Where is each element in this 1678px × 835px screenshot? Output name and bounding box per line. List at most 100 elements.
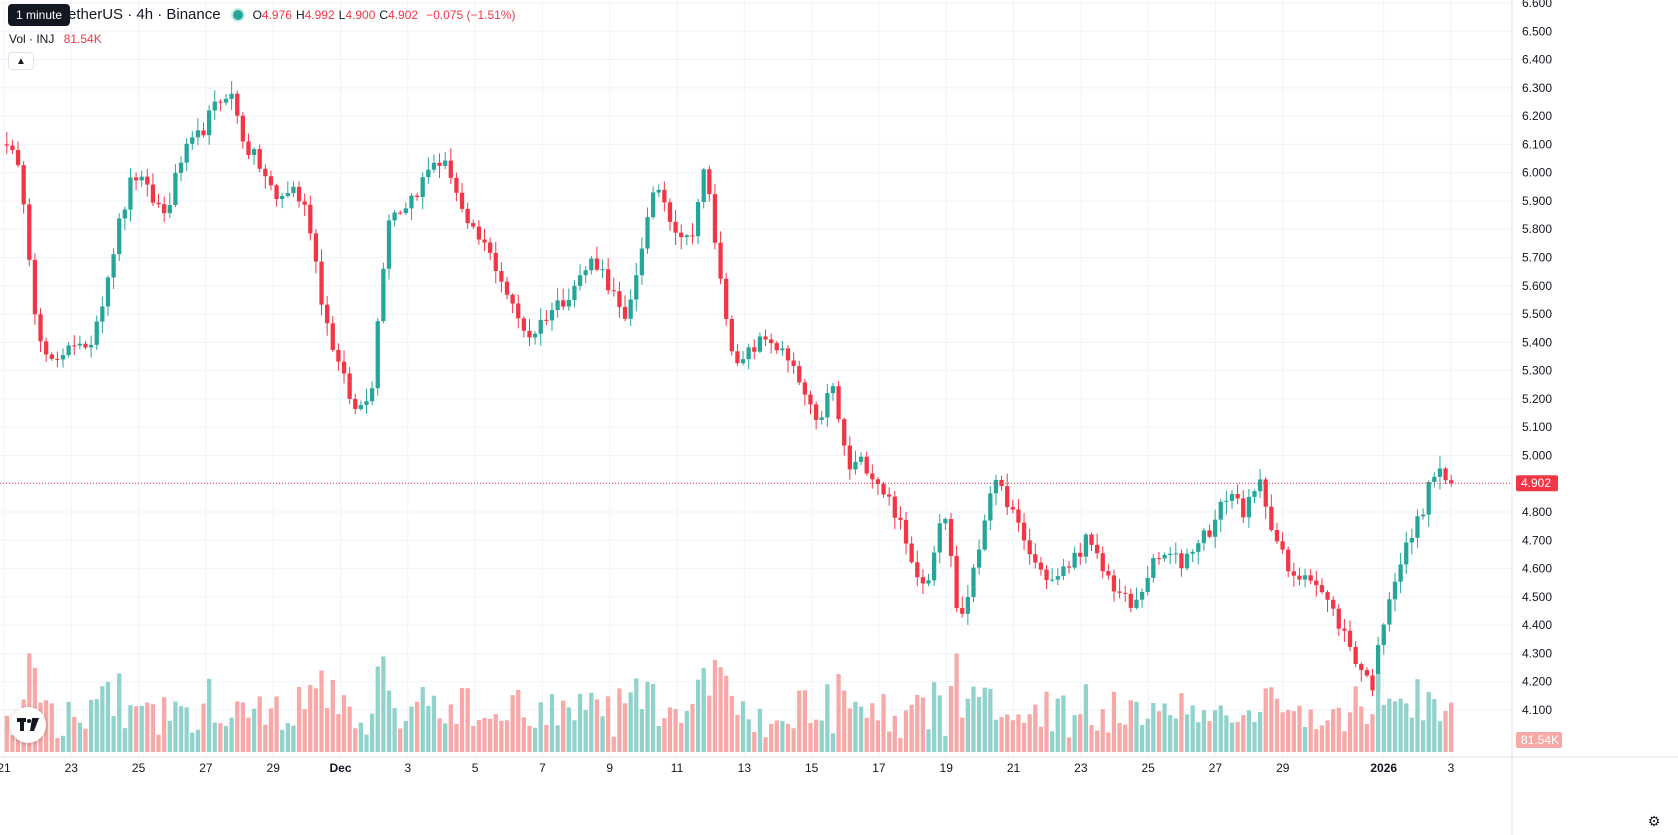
candle-body <box>1207 530 1212 537</box>
price-axis-label: 4.700 <box>1522 533 1552 547</box>
candle-body <box>1359 664 1364 671</box>
volume-bar <box>347 706 352 752</box>
time-axis-label: Dec <box>330 761 352 775</box>
candle-body <box>662 189 667 203</box>
candle-body <box>1179 553 1184 569</box>
candle-body <box>111 254 116 278</box>
candle-body <box>611 290 616 292</box>
volume-bar <box>1364 723 1370 752</box>
candle-body <box>1201 530 1207 544</box>
candle-body <box>1404 542 1409 565</box>
symbol-title[interactable]: etherUS · 4h · Binance <box>68 6 221 23</box>
candle-body <box>1033 554 1038 563</box>
volume-bar <box>375 666 380 752</box>
price-axis-label: 6.300 <box>1522 81 1552 95</box>
volume-bar <box>291 725 296 752</box>
candle-body <box>943 518 948 524</box>
candle-body <box>1274 530 1280 542</box>
volume-bar <box>825 684 830 752</box>
tradingview-logo-icon[interactable] <box>10 707 46 743</box>
candle-body <box>707 169 712 195</box>
volume-bar <box>229 717 234 752</box>
candle-body <box>780 348 785 351</box>
volume-bar <box>55 738 60 752</box>
candle-body <box>482 239 487 243</box>
candle-body <box>544 319 549 321</box>
volume-bar <box>105 682 111 752</box>
volume-bar <box>1100 709 1105 752</box>
open-label: O <box>252 7 262 22</box>
candle-body <box>1280 541 1285 550</box>
volume-bar <box>909 704 914 752</box>
candle-body <box>1094 544 1100 554</box>
candle-body <box>459 192 465 209</box>
volume-bar <box>988 688 993 752</box>
candle-body <box>1184 553 1190 569</box>
candle-body <box>797 366 802 383</box>
volume-bar <box>735 714 740 752</box>
volume-bar <box>960 717 965 752</box>
candle-body <box>1375 645 1381 691</box>
candle-body <box>875 479 881 485</box>
volume-bar <box>1038 726 1044 752</box>
high-value: 4.992 <box>304 7 335 22</box>
candle-body <box>4 144 9 146</box>
volume-bar <box>223 725 229 752</box>
volume-bar <box>100 686 105 752</box>
collapse-legend-button[interactable]: ▲ <box>8 52 34 70</box>
volume-bar <box>769 723 774 752</box>
volume-bar <box>673 708 678 752</box>
candle-body <box>1263 479 1268 507</box>
volume-bar <box>1252 722 1257 752</box>
volume-bar <box>251 708 257 752</box>
volume-bar <box>448 704 453 752</box>
candle-body <box>10 145 15 151</box>
volume-bar <box>1404 703 1409 752</box>
candle-body <box>476 226 482 240</box>
candle-body <box>516 303 521 319</box>
volume-bar <box>1139 725 1145 752</box>
market-status-icon[interactable] <box>230 7 245 22</box>
candle-body <box>38 314 43 342</box>
candle-body <box>724 278 729 319</box>
candle-body <box>690 235 695 237</box>
price-axis-label: 6.600 <box>1522 0 1552 10</box>
volume-bar <box>178 706 184 752</box>
volume-bar <box>1050 731 1055 752</box>
candle-body <box>60 355 66 360</box>
volume-bar <box>1291 711 1296 752</box>
volume-bar <box>1094 730 1100 752</box>
volume-bar <box>999 717 1004 752</box>
candle-body <box>274 185 279 200</box>
gear-icon[interactable]: ⚙ <box>1647 813 1661 829</box>
volume-bar <box>954 653 959 752</box>
last-volume-label: 81.54K <box>1521 733 1559 747</box>
volume-bar <box>606 696 611 752</box>
volume-bar <box>1263 688 1268 752</box>
candle-body <box>454 177 459 193</box>
candle-body <box>150 184 156 203</box>
candle-body <box>105 277 111 307</box>
volume-bar <box>932 682 937 752</box>
candle-body <box>1100 553 1105 572</box>
candle-body <box>932 552 937 581</box>
candle-body <box>510 294 515 304</box>
volume-bar <box>162 697 167 752</box>
candle-body <box>1078 552 1083 557</box>
volume-bar <box>1184 714 1190 752</box>
candle-body <box>420 177 425 198</box>
volume-bar <box>740 701 746 752</box>
volume-bar <box>797 690 802 752</box>
candle-body <box>1347 630 1353 647</box>
volume-bar <box>1083 684 1089 752</box>
candle-body <box>538 319 543 334</box>
candle-body <box>77 343 83 346</box>
volume-indicator-name[interactable]: Vol · INJ <box>9 32 55 46</box>
volume-bar <box>662 718 667 752</box>
candle-body <box>437 162 442 166</box>
candle-body <box>1269 506 1274 531</box>
price-axis-label: 6.100 <box>1522 137 1552 151</box>
volume-bar <box>94 699 99 752</box>
